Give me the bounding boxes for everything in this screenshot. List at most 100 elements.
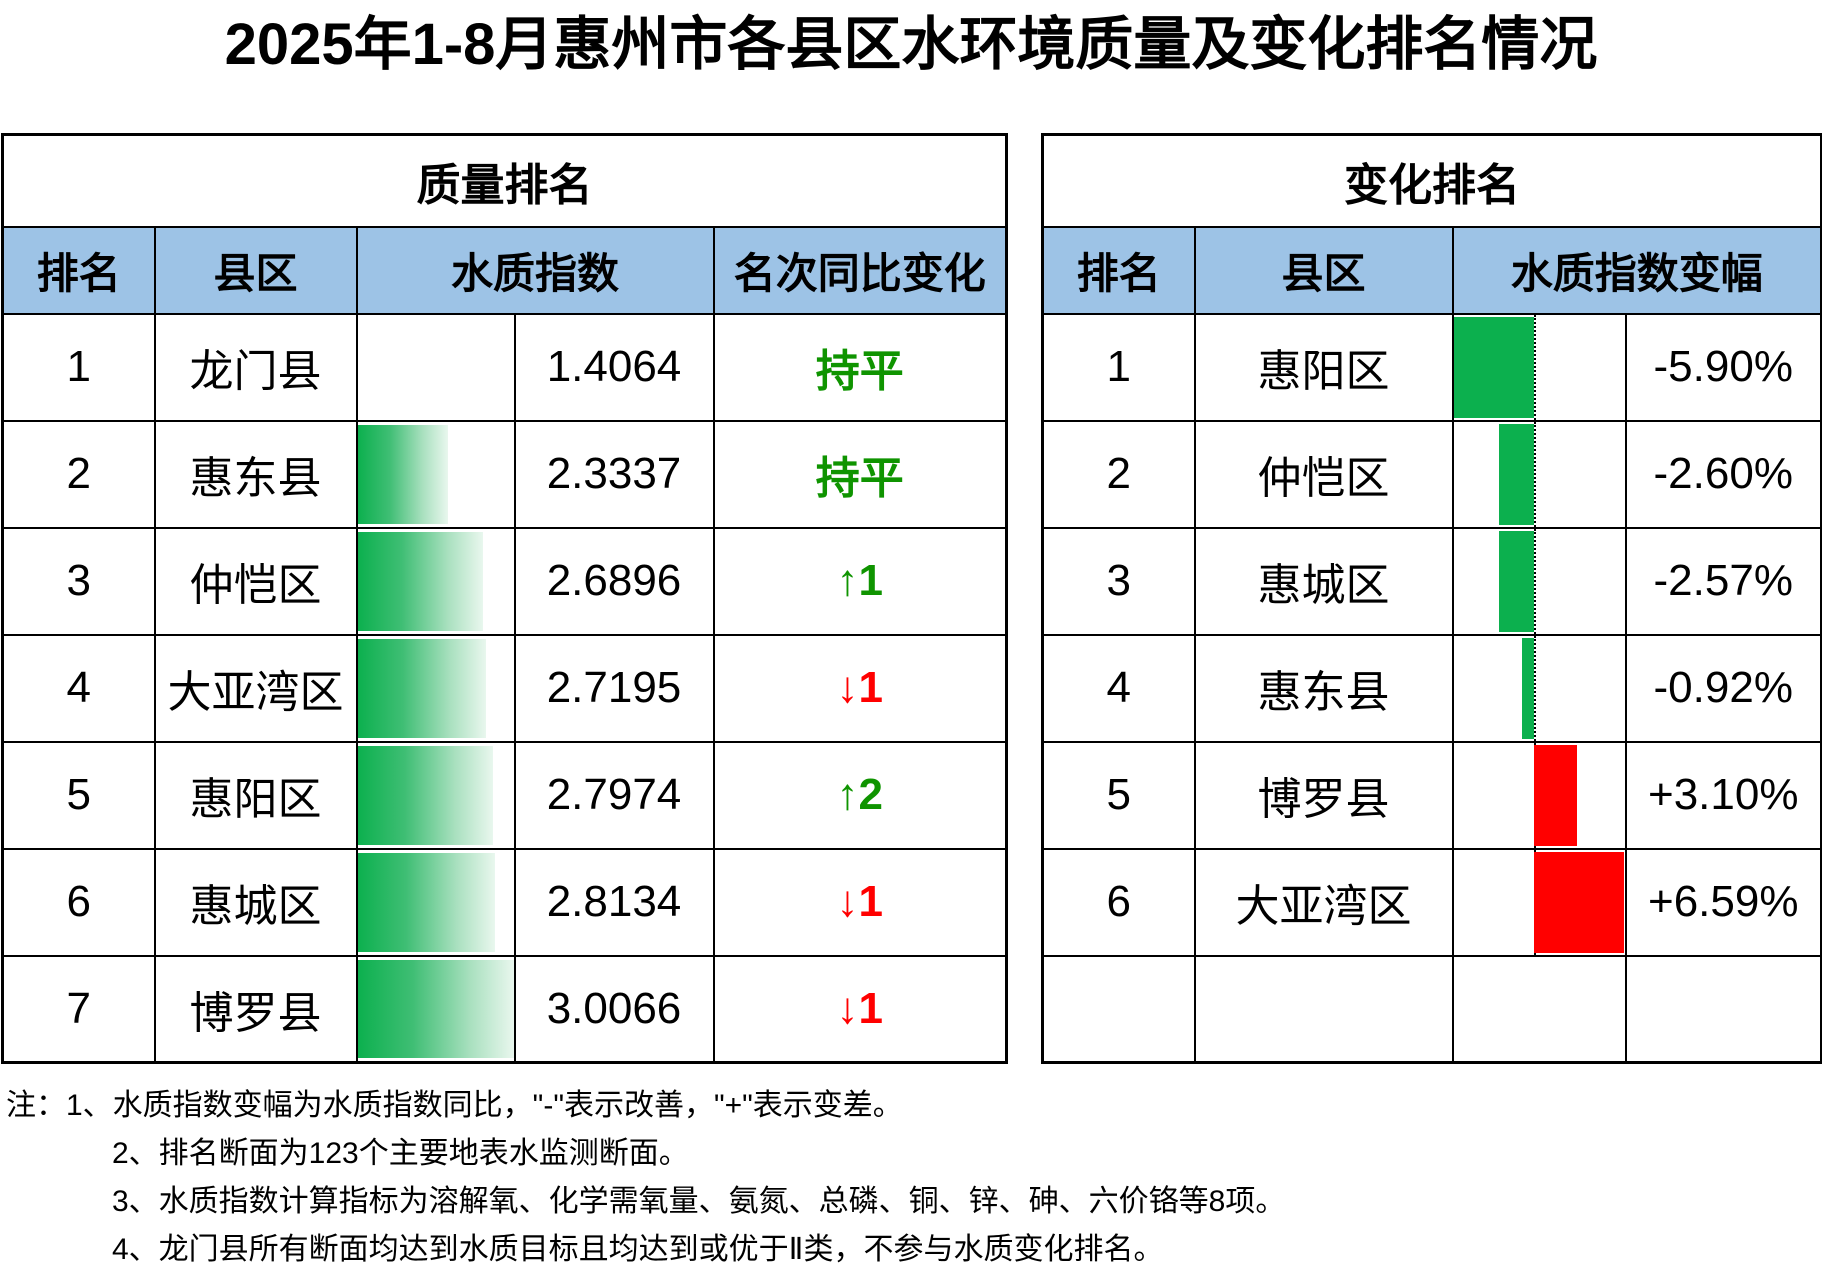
change-data-bar xyxy=(1498,423,1535,525)
rank-cell: 3 xyxy=(1,526,156,636)
index-data-bar xyxy=(358,959,513,1058)
change-data-bar xyxy=(1521,637,1535,739)
change-ranking-table: 变化排名 排名 县区 水质指数变幅 1 惠阳区 -5.90% 2 仲恺区 -2.… xyxy=(1041,133,1822,1064)
index-value-cell: 2.7974 xyxy=(513,740,715,850)
index-bar-cell xyxy=(355,419,516,529)
change-bar-cell xyxy=(1451,419,1627,529)
bar-axis-line xyxy=(1534,529,1537,633)
rank-cell: 4 xyxy=(1041,633,1196,743)
index-value-cell: 3.0066 xyxy=(513,954,715,1064)
table-row: 5 博罗县 +3.10% xyxy=(1041,740,1822,850)
change-bar-cell xyxy=(1451,847,1627,957)
district-cell: 惠阳区 xyxy=(1193,312,1454,422)
rank-cell: 1 xyxy=(1,312,156,422)
district-cell: 博罗县 xyxy=(1193,740,1454,850)
change-data-bar xyxy=(1534,744,1577,846)
change-value-cell xyxy=(1624,954,1822,1064)
table-row: 3 惠城区 -2.57% xyxy=(1041,526,1822,636)
change-value-cell: -5.90% xyxy=(1624,312,1822,422)
col-header-rank: 排名 xyxy=(1,225,156,315)
change-value-cell: -2.57% xyxy=(1624,526,1822,636)
rank-change-cell: ↓1 xyxy=(712,847,1008,957)
district-cell: 仲恺区 xyxy=(153,526,358,636)
district-cell: 惠阳区 xyxy=(153,740,358,850)
rank-cell: 2 xyxy=(1,419,156,529)
change-value-cell: +3.10% xyxy=(1624,740,1822,850)
change-value-cell: -0.92% xyxy=(1624,633,1822,743)
note-line: 注：1、水质指数变幅为水质指数同比，"-"表示改善，"+"表示变差。 xyxy=(6,1089,903,1122)
table-row: 1 惠阳区 -5.90% xyxy=(1041,312,1822,422)
index-bar-cell xyxy=(355,633,516,743)
rank-cell: 3 xyxy=(1041,526,1196,636)
note-line: 4、龙门县所有断面均达到水质目标且均达到或优于Ⅱ类，不参与水质变化排名。 xyxy=(112,1233,1164,1266)
index-value-cell: 2.8134 xyxy=(513,847,715,957)
table-row: 4 大亚湾区 2.7195 ↓1 xyxy=(1,633,1008,743)
district-cell: 龙门县 xyxy=(153,312,358,422)
rank-cell: 5 xyxy=(1,740,156,850)
rank-change-cell: ↑2 xyxy=(712,740,1008,850)
notes: 注：1、水质指数变幅为水质指数同比，"-"表示改善，"+"表示变差。 2、排名断… xyxy=(6,1082,1285,1274)
district-cell: 惠城区 xyxy=(1193,526,1454,636)
rank-cell: 7 xyxy=(1,954,156,1064)
table-row: 6 大亚湾区 +6.59% xyxy=(1041,847,1822,957)
index-bar-cell xyxy=(355,740,516,850)
index-data-bar xyxy=(358,638,486,738)
index-bar-cell xyxy=(355,526,516,636)
table-row: 2 惠东县 2.3337 持平 xyxy=(1,419,1008,529)
rank-cell: 6 xyxy=(1,847,156,957)
section-title-change: 变化排名 xyxy=(1041,133,1822,228)
index-value-cell: 1.4064 xyxy=(513,312,715,422)
table-header-row: 排名 县区 水质指数 名次同比变化 xyxy=(1,225,1008,315)
rank-change-cell: 持平 xyxy=(712,312,1008,422)
table-row: 1 龙门县 1.4064 持平 xyxy=(1,312,1008,422)
district-cell: 惠城区 xyxy=(153,847,358,957)
page-title: 2025年1-8月惠州市各县区水环境质量及变化排名情况 xyxy=(224,12,1598,77)
rank-change-cell: ↓1 xyxy=(712,954,1008,1064)
table-row: 4 惠东县 -0.92% xyxy=(1041,633,1822,743)
rank-change-cell: 持平 xyxy=(712,419,1008,529)
bar-axis-line xyxy=(1534,422,1537,526)
table-row: 2 仲恺区 -2.60% xyxy=(1041,419,1822,529)
rank-cell: 2 xyxy=(1041,419,1196,529)
change-data-bar xyxy=(1534,851,1624,953)
change-bar-cell xyxy=(1451,312,1627,422)
index-bar-cell xyxy=(355,847,516,957)
table-row xyxy=(1041,954,1822,1064)
district-cell xyxy=(1193,954,1454,1064)
change-value-cell: +6.59% xyxy=(1624,847,1822,957)
rank-cell: 1 xyxy=(1041,312,1196,422)
change-bar-cell xyxy=(1451,954,1627,1064)
rank-cell: 4 xyxy=(1,633,156,743)
change-data-bar xyxy=(1454,316,1535,418)
table-section-row: 变化排名 xyxy=(1041,133,1822,228)
col-header-rank-change: 名次同比变化 xyxy=(712,225,1008,315)
change-bar-cell xyxy=(1451,526,1627,636)
district-cell: 仲恺区 xyxy=(1193,419,1454,529)
district-cell: 大亚湾区 xyxy=(153,633,358,743)
district-cell: 惠东县 xyxy=(153,419,358,529)
bar-axis-line xyxy=(1534,315,1537,419)
col-header-index-change: 水质指数变幅 xyxy=(1451,225,1822,315)
section-title-quality: 质量排名 xyxy=(1,133,1008,228)
note-line: 3、水质指数计算指标为溶解氧、化学需氧量、氨氮、总磷、铜、锌、砷、六价铬等8项。 xyxy=(112,1185,1286,1218)
col-header-index: 水质指数 xyxy=(355,225,715,315)
quality-ranking-table: 质量排名 排名 县区 水质指数 名次同比变化 1 龙门县 1.4064 持平 2… xyxy=(1,133,1009,1064)
change-value-cell: -2.60% xyxy=(1624,419,1822,529)
table-row: 7 博罗县 3.0066 ↓1 xyxy=(1,954,1008,1064)
index-bar-cell xyxy=(355,954,516,1064)
district-cell: 大亚湾区 xyxy=(1193,847,1454,957)
table-row: 3 仲恺区 2.6896 ↑1 xyxy=(1,526,1008,636)
table-header-row: 排名 县区 水质指数变幅 xyxy=(1041,225,1822,315)
index-data-bar xyxy=(358,424,448,524)
table-row: 5 惠阳区 2.7974 ↑2 xyxy=(1,740,1008,850)
index-data-bar xyxy=(358,745,494,845)
district-cell: 博罗县 xyxy=(153,954,358,1064)
note-line: 2、排名断面为123个主要地表水监测断面。 xyxy=(112,1137,689,1170)
col-header-district: 县区 xyxy=(1193,225,1454,315)
index-data-bar xyxy=(358,852,495,952)
bar-axis-line xyxy=(1534,636,1537,740)
district-cell: 惠东县 xyxy=(1193,633,1454,743)
change-data-bar xyxy=(1499,530,1535,632)
change-bar-cell xyxy=(1451,633,1627,743)
